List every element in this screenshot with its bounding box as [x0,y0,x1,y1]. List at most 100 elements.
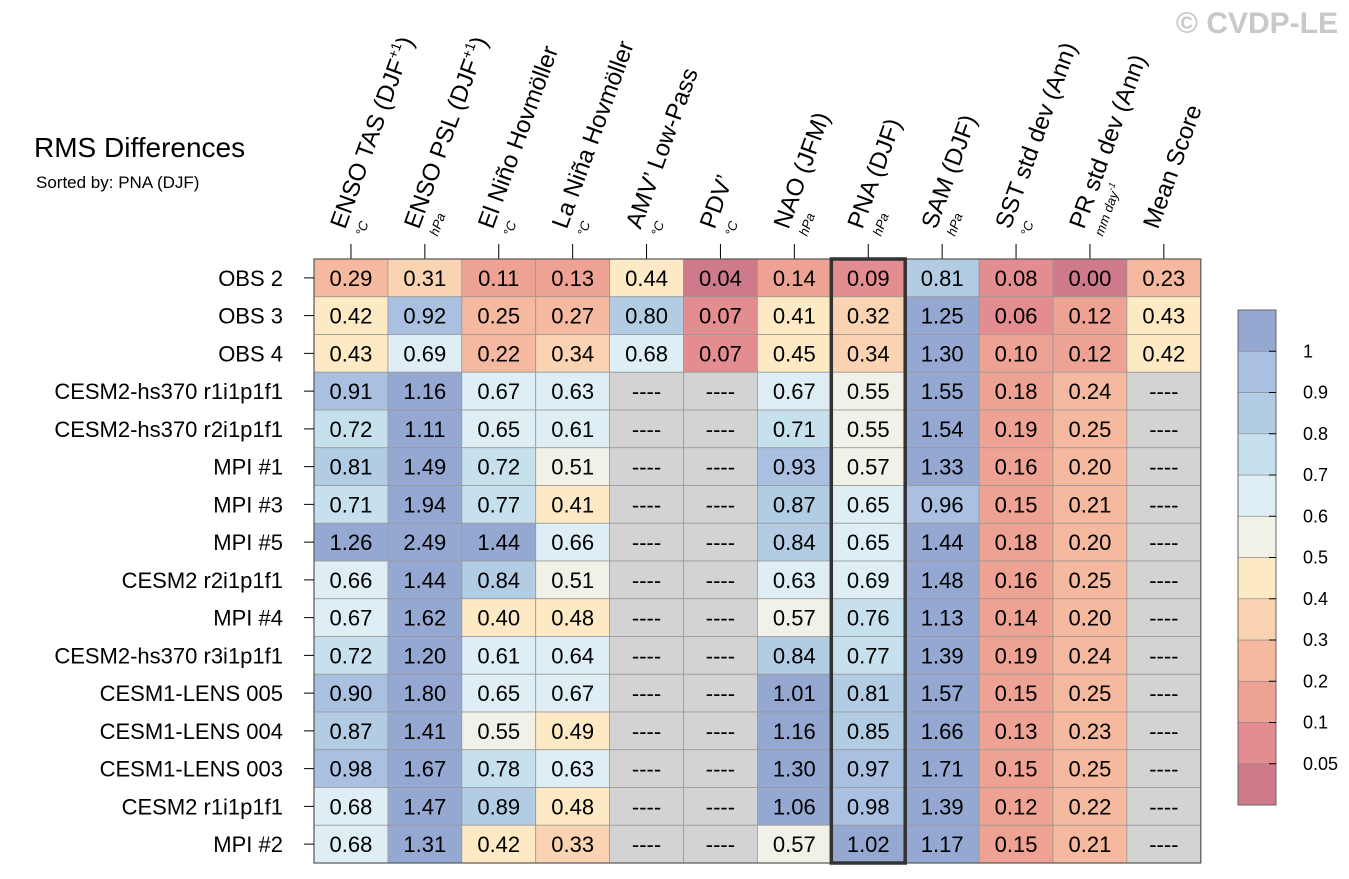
cell-value: ---- [1149,681,1178,706]
heatmap-cell [757,485,832,524]
cell-value: 0.98 [330,757,373,782]
heatmap-cell [387,673,463,713]
cell-value: 0.65 [847,530,890,555]
column-name: SST std dev (Ann) [990,39,1082,232]
heatmap-cell [683,711,758,751]
heatmap-cell [978,371,1054,411]
cell-value: 1.71 [921,757,964,782]
cell-value: 0.00 [1069,266,1112,291]
colorbar-swatch [1237,433,1277,476]
cell-value: 0.63 [551,757,594,782]
cell-value: ---- [632,794,661,819]
heatmap-cell [683,636,758,675]
cell-value: 0.15 [995,681,1038,706]
column-unit-sup: -1 [1105,181,1117,192]
heatmap-cell [461,409,537,449]
column-name: ENSO TAS (DJF+1) [323,33,419,233]
heatmap-cell [1052,636,1128,675]
heatmap-cell [609,636,684,675]
column-name: ENSO PSL (DJF+1) [397,33,493,233]
cell-value: 0.16 [995,455,1038,480]
heatmap-cell [1052,598,1128,637]
heatmap-cell [904,824,980,864]
cell-value: 0.96 [921,492,964,517]
cell-value: ---- [1149,492,1178,517]
cell-value: 1.20 [403,643,446,668]
cell-value: 1.26 [330,530,373,555]
heatmap-cell [387,636,463,675]
cell-value: ---- [632,757,661,782]
row-label: OBS 4 [218,341,283,366]
colorbar-swatch [1237,722,1277,765]
heatmap-cell [387,787,463,826]
heatmap-cell [387,560,463,600]
cell-value: 0.92 [403,304,446,329]
cell-value: 1.39 [921,794,964,819]
cell-value: 0.12 [1069,341,1112,366]
cell-value: 0.87 [330,719,373,744]
cell-value: 1.01 [773,681,816,706]
cell-value: 1.54 [921,417,964,442]
cell-value: ---- [706,794,735,819]
cell-value: 0.29 [330,266,373,291]
column-unit: hPa [944,211,966,238]
cell-value: 0.67 [330,606,373,631]
cell-value: 0.23 [1142,266,1185,291]
cell-value: ---- [632,643,661,668]
cell-value: 0.42 [477,832,520,857]
column-name-text: SAM (DJF) [916,111,982,232]
colorbar-label: 0.4 [1303,589,1328,609]
cell-value: 1.57 [921,681,964,706]
heatmap-cell [757,560,832,600]
colorbar-label: 0.3 [1303,630,1328,650]
heatmap-cell [1126,296,1202,335]
heatmap-cell [535,334,611,373]
column-name-text: ENSO PSL (DJF [399,56,485,232]
column-name-text: AMV’ Low-Pass [621,64,704,232]
heatmap-cell [1126,598,1202,637]
heatmap-cell [1126,409,1202,449]
heatmap-cell [830,636,906,675]
column-name-text: ENSO TAS (DJF [325,56,411,232]
heatmap-cell [609,409,684,449]
chart-subtitle: Sorted by: PNA (DJF) [36,173,199,192]
heatmap-cell [978,749,1054,788]
cell-value: 1.31 [403,832,446,857]
cell-value: 1.16 [403,379,446,404]
heatmap-cell [387,522,463,562]
column-unit: hPa [426,211,448,238]
heatmap-cell [757,371,832,411]
colorbar-swatch [1237,515,1277,558]
cell-value: 0.24 [1069,643,1112,668]
colorbar-label: 0.9 [1303,383,1328,403]
cell-value: 0.55 [847,379,890,404]
cell-value: 0.98 [847,794,890,819]
cell-value: 0.51 [551,568,594,593]
colorbar-swatch [1237,392,1277,435]
cell-value: 0.18 [995,530,1038,555]
heatmap-cell [1126,787,1202,826]
heatmap-cell [313,636,389,675]
cell-value: 0.78 [477,757,520,782]
heatmap-cell [609,560,684,600]
column-unit-text: °C [648,218,667,237]
cell-value: 0.41 [773,304,816,329]
heatmap-cell [830,787,906,826]
cell-value: 0.25 [1069,681,1112,706]
column-name: SAM (DJF) [916,111,982,232]
heatmap-cell [904,522,980,562]
cell-value: 0.04 [699,266,742,291]
cell-value: ---- [632,417,661,442]
cell-value: 0.21 [1069,832,1112,857]
cell-value: 1.13 [921,606,964,631]
heatmap-cell [609,787,684,826]
heatmap-cell [978,560,1054,600]
cell-value: ---- [1149,530,1178,555]
cell-value: 1.16 [773,719,816,744]
cell-value: ---- [632,832,661,857]
cell-value: 0.33 [551,832,594,857]
cell-value: 0.12 [995,794,1038,819]
heatmap-cell [1052,447,1128,486]
cell-value: 0.77 [477,492,520,517]
